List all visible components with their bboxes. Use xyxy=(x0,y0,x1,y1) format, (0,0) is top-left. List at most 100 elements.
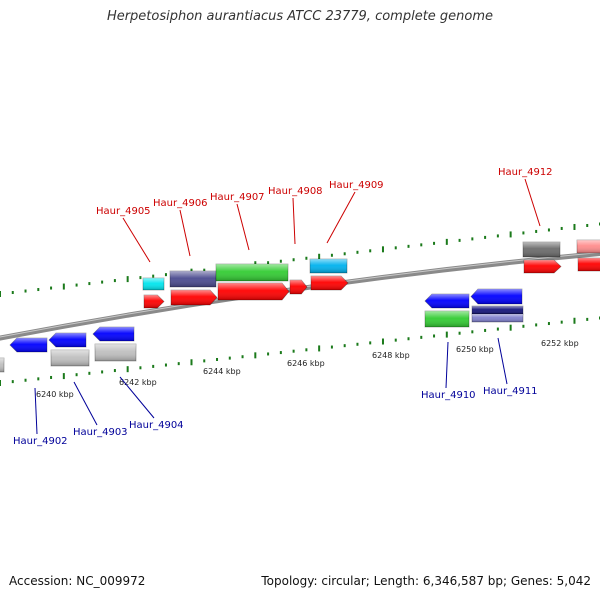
ruler-tick-forward xyxy=(560,226,563,230)
ruler-tick-forward xyxy=(62,283,65,290)
ruler-tick-reverse xyxy=(139,366,142,370)
ruler-tick-reverse xyxy=(279,351,282,355)
ruler-tick-forward xyxy=(113,279,116,283)
ruler-tick-reverse xyxy=(509,324,512,331)
gene-feature[interactable] xyxy=(50,349,90,367)
ruler-tick-forward xyxy=(139,276,142,280)
gene-feature[interactable] xyxy=(309,258,348,274)
gene-label-reverse[interactable]: Haur_4903 xyxy=(73,427,128,438)
ruler-tick-reverse xyxy=(573,317,576,324)
ruler-tick-reverse xyxy=(356,342,359,346)
ruler-tick-reverse xyxy=(330,345,333,349)
gene-label-forward[interactable]: Haur_4905 xyxy=(96,206,151,217)
ruler-tick-forward xyxy=(0,291,1,297)
label-leader-line xyxy=(497,337,508,385)
gene-label-reverse[interactable]: Haur_4902 xyxy=(13,436,68,447)
cds-feature[interactable] xyxy=(92,326,135,342)
label-leader-line xyxy=(73,381,98,426)
ruler-label: 6244 kbp xyxy=(203,367,241,376)
cds-feature[interactable] xyxy=(48,332,87,348)
ruler-tick-reverse xyxy=(560,320,563,324)
label-leader-line xyxy=(179,209,191,257)
ruler-tick-forward xyxy=(522,231,525,235)
ruler-tick-forward xyxy=(509,231,512,238)
ruler-tick-forward xyxy=(573,223,576,230)
ruler-tick-forward xyxy=(343,252,346,256)
ruler-tick-reverse xyxy=(586,317,589,321)
gene-feature[interactable] xyxy=(169,270,217,288)
ruler-tick-forward xyxy=(484,235,487,239)
ruler-tick-reverse xyxy=(254,352,257,359)
ruler-tick-reverse xyxy=(0,380,1,386)
label-leader-line xyxy=(119,376,155,419)
ruler-label: 6248 kbp xyxy=(372,351,410,360)
gene-feature[interactable] xyxy=(424,310,470,328)
cds-feature[interactable] xyxy=(9,337,48,353)
ruler-tick-forward xyxy=(50,286,53,290)
gene-feature[interactable] xyxy=(94,343,137,362)
gene-label-forward[interactable]: Haur_4906 xyxy=(153,198,208,209)
gene-feature[interactable] xyxy=(215,263,289,282)
label-leader-line xyxy=(326,191,356,244)
cds-feature[interactable] xyxy=(424,293,470,309)
ruler-label: 6252 kbp xyxy=(541,339,579,348)
ruler-tick-reverse xyxy=(343,344,346,348)
cds-feature[interactable] xyxy=(310,275,349,291)
ruler-tick-reverse xyxy=(407,337,410,341)
ruler-label: 6240 kbp xyxy=(36,390,74,399)
gene-feature[interactable] xyxy=(471,305,524,315)
gene-feature[interactable] xyxy=(471,313,524,323)
gene-label-forward[interactable]: Haur_4908 xyxy=(268,186,323,197)
ruler-tick-forward xyxy=(305,256,308,260)
cds-feature[interactable] xyxy=(523,259,562,274)
ruler-tick-reverse xyxy=(433,334,436,338)
ruler-tick-forward xyxy=(407,244,410,248)
cds-feature[interactable] xyxy=(289,279,308,295)
ruler-tick-forward xyxy=(203,268,206,272)
ruler-tick-forward xyxy=(11,291,14,295)
gene-label-reverse[interactable]: Haur_4904 xyxy=(129,420,184,431)
ruler-tick-reverse xyxy=(152,364,155,368)
gene-feature[interactable] xyxy=(0,357,5,373)
ruler-tick-forward xyxy=(164,273,167,277)
gene-label-reverse[interactable]: Haur_4911 xyxy=(483,386,538,397)
ruler-tick-forward xyxy=(88,282,91,286)
cds-feature[interactable] xyxy=(217,282,290,301)
ruler-tick-reverse xyxy=(113,369,116,373)
ruler-tick-reverse xyxy=(292,349,295,353)
ruler-tick-reverse xyxy=(420,335,423,339)
genome-summary: Topology: circular; Length: 6,346,587 bp… xyxy=(261,574,591,588)
label-leader-line xyxy=(524,178,541,227)
gene-label-forward[interactable]: Haur_4909 xyxy=(329,180,384,191)
cds-feature[interactable] xyxy=(143,294,165,309)
gene-feature[interactable] xyxy=(142,277,165,291)
ruler-tick-reverse xyxy=(394,338,397,342)
ruler-tick-reverse xyxy=(216,357,219,361)
ruler-tick-forward xyxy=(330,253,333,257)
ruler-tick-forward xyxy=(318,253,321,260)
ruler-tick-reverse xyxy=(24,378,27,382)
ruler-tick-forward xyxy=(279,259,282,263)
gene-feature[interactable] xyxy=(522,241,561,258)
ruler-tick-reverse xyxy=(164,363,167,367)
accession-label: Accession: NC_009972 xyxy=(9,574,146,588)
label-leader-line xyxy=(236,203,250,251)
ruler-tick-forward xyxy=(420,243,423,247)
gene-label-forward[interactable]: Haur_4912 xyxy=(498,167,553,178)
ruler-tick-reverse xyxy=(381,338,384,345)
genome-title: Herpetosiphon aurantiacus ATCC 23779, co… xyxy=(106,9,494,24)
gene-label-forward[interactable]: Haur_4907 xyxy=(210,192,265,203)
gene-label-reverse[interactable]: Haur_4910 xyxy=(421,390,476,401)
cds-feature[interactable] xyxy=(170,289,218,306)
ruler-tick-forward xyxy=(586,223,589,227)
ruler-tick-forward xyxy=(394,246,397,250)
cds-feature[interactable] xyxy=(470,288,523,305)
label-leader-line xyxy=(122,217,151,263)
ruler-tick-forward xyxy=(356,250,359,254)
ruler-tick-reverse xyxy=(267,352,270,356)
ruler-label: 6250 kbp xyxy=(456,345,494,354)
gene-feature[interactable] xyxy=(576,239,600,254)
ruler-tick-reverse xyxy=(369,341,372,345)
ruler-tick-reverse xyxy=(471,330,474,334)
cds-feature[interactable] xyxy=(577,257,600,272)
